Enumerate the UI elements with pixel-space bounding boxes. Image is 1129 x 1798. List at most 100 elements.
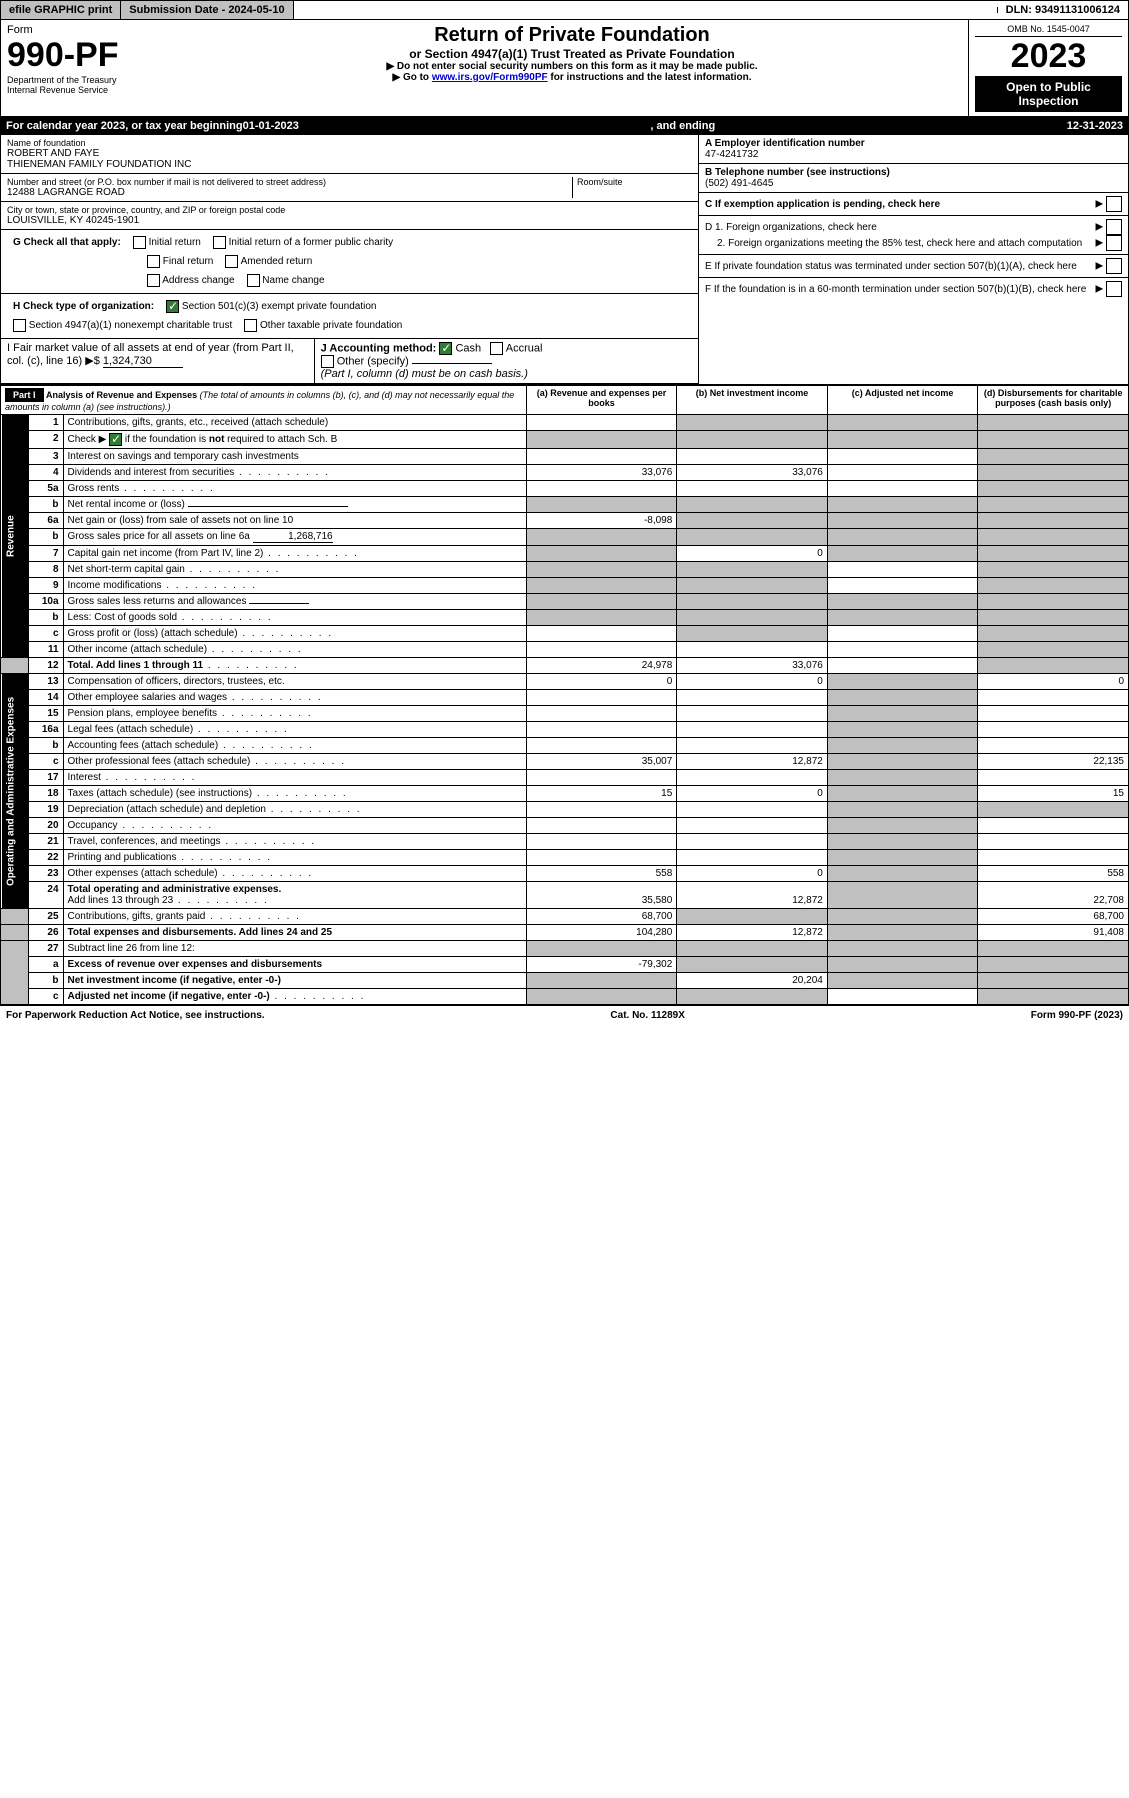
r11-desc: Other income (attach schedule) [63, 642, 526, 658]
r17-a [526, 770, 677, 786]
r7-d [978, 546, 1129, 562]
r2-post: if the foundation is not required to att… [125, 434, 337, 445]
r27a-a: -79,302 [526, 957, 677, 973]
f-cell: F If the foundation is in a 60-month ter… [699, 278, 1128, 300]
r14-c [827, 690, 978, 706]
r11-d [978, 642, 1129, 658]
r12-gap [1, 658, 29, 674]
header-center: Return of Private Foundation or Section … [176, 20, 968, 116]
r27-a [526, 941, 677, 957]
row-24: 24Total operating and administrative exp… [1, 882, 1129, 909]
r27a-d [978, 957, 1129, 973]
phone-value: (502) 491-4645 [705, 178, 1122, 189]
r8-d [978, 562, 1129, 578]
r11-b [677, 642, 828, 658]
h-label: H Check type of organization: [13, 301, 154, 312]
col-d-header: (d) Disbursements for charitable purpose… [978, 386, 1129, 415]
r27c-num: c [28, 989, 63, 1005]
entity-left: Name of foundation ROBERT AND FAYE THIEN… [1, 135, 698, 384]
chk-cash[interactable] [439, 342, 452, 355]
r27c-d [978, 989, 1129, 1005]
r10c-c [827, 626, 978, 642]
r27-b [677, 941, 828, 957]
chk-d2[interactable] [1106, 235, 1122, 251]
r10b-d [978, 610, 1129, 626]
chk-amended-return[interactable] [225, 255, 238, 268]
r24-d: 22,708 [978, 882, 1129, 909]
chk-501c3[interactable] [166, 300, 179, 313]
r27b-a [526, 973, 677, 989]
r19-desc: Depreciation (attach schedule) and deple… [63, 802, 526, 818]
calendar-year-bar: For calendar year 2023, or tax year begi… [0, 117, 1129, 135]
chk-accrual[interactable] [490, 342, 503, 355]
r16b-d [978, 738, 1129, 754]
r27c-desc: Adjusted net income (if negative, enter … [63, 989, 526, 1005]
cal-end: 12-31-2023 [1067, 120, 1123, 132]
phone-label: B Telephone number (see instructions) [705, 167, 890, 178]
r10b-num: b [28, 610, 63, 626]
part1-header-row: Part I Analysis of Revenue and Expenses … [1, 386, 1129, 415]
r27c-c [827, 989, 978, 1005]
r21-d [978, 834, 1129, 850]
r12-c [827, 658, 978, 674]
r8-b [677, 562, 828, 578]
r10a-a [526, 594, 677, 610]
cal-begin: 01-01-2023 [243, 120, 299, 132]
row-17: 17Interest [1, 770, 1129, 786]
r20-num: 20 [28, 818, 63, 834]
h-row2: Section 4947(a)(1) nonexempt charitable … [7, 316, 692, 335]
chk-f[interactable] [1106, 281, 1122, 297]
j-label: J Accounting method: [321, 342, 437, 354]
top-bar: efile GRAPHIC print Submission Date - 20… [0, 0, 1129, 20]
r10b-a [526, 610, 677, 626]
g-row3: Address change Name change [7, 271, 692, 290]
r17-c [827, 770, 978, 786]
r14-d [978, 690, 1129, 706]
r23-desc: Other expenses (attach schedule) [63, 866, 526, 882]
g-row2: Final return Amended return [7, 252, 692, 271]
chk-other-taxable[interactable] [244, 319, 257, 332]
chk-final-return[interactable] [147, 255, 160, 268]
instr-ssn: ▶ Do not enter social security numbers o… [182, 61, 962, 72]
r16a-d [978, 722, 1129, 738]
chk-address-change[interactable] [147, 274, 160, 287]
r10b-c [827, 610, 978, 626]
chk-sch-b[interactable] [109, 433, 122, 446]
row-10a: 10aGross sales less returns and allowanc… [1, 594, 1129, 610]
chk-initial-former[interactable] [213, 236, 226, 249]
chk-name-change[interactable] [247, 274, 260, 287]
entity-right: A Employer identification number 47-4241… [698, 135, 1128, 384]
r3-desc: Interest on savings and temporary cash i… [63, 449, 526, 465]
r22-desc: Printing and publications [63, 850, 526, 866]
irs-link[interactable]: www.irs.gov/Form990PF [432, 72, 548, 83]
instr-goto: ▶ Go to www.irs.gov/Form990PF for instru… [182, 72, 962, 83]
r9-desc: Income modifications [63, 578, 526, 594]
r26-c [827, 925, 978, 941]
r9-b [677, 578, 828, 594]
r3-c [827, 449, 978, 465]
col-b-header: (b) Net investment income [677, 386, 828, 415]
chk-4947[interactable] [13, 319, 26, 332]
form-subtitle: or Section 4947(a)(1) Trust Treated as P… [182, 47, 962, 61]
r13-d: 0 [978, 674, 1129, 690]
r6b-d [978, 529, 1129, 546]
chk-d1[interactable] [1106, 219, 1122, 235]
tax-year: 2023 [975, 37, 1122, 76]
r3-b [677, 449, 828, 465]
r10a-desc: Gross sales less returns and allowances [63, 594, 526, 610]
r23-d: 558 [978, 866, 1129, 882]
i-arrow: ▶$ [85, 355, 100, 367]
chk-c[interactable] [1106, 196, 1122, 212]
r17-num: 17 [28, 770, 63, 786]
dln: DLN: 93491131006124 [998, 1, 1128, 19]
d-cell: D 1. Foreign organizations, check here▶ … [699, 216, 1128, 255]
chk-initial-return[interactable] [133, 236, 146, 249]
chk-e[interactable] [1106, 258, 1122, 274]
addr-label: Number and street (or P.O. box number if… [7, 177, 572, 187]
r26-a: 104,280 [526, 925, 677, 941]
chk-other-method[interactable] [321, 355, 334, 368]
r27a-desc: Excess of revenue over expenses and disb… [63, 957, 526, 973]
form-word: Form [7, 24, 170, 36]
r1-c [827, 415, 978, 431]
efile-print-btn[interactable]: efile GRAPHIC print [1, 1, 121, 19]
